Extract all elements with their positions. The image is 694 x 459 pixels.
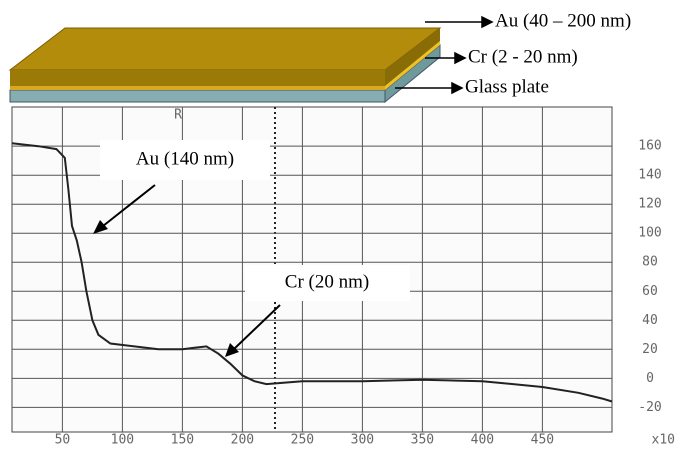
y-tick-label: 40 [642,313,658,328]
y-tick-label: 100 [638,226,661,241]
annotation-arrowhead [93,220,108,234]
profile-line [11,142,613,403]
x-tick-label: 250 [291,433,314,448]
annotation-arrowhead [225,343,239,357]
x-tick-label: 150 [171,433,194,448]
annotation: Au (140 nm) [136,148,234,169]
y-tick-label: 60 [642,284,658,299]
x-unit-label: x10 [652,433,675,448]
layer-arrows [395,15,494,95]
au-top [8,27,442,71]
au-side [385,28,440,86]
y-tick-label: 80 [642,255,658,270]
x-tick-label: 300 [351,433,374,448]
y-tick-label: 0 [646,371,654,386]
annotation: Cr (20 nm) [285,271,369,292]
x-tick-label: 400 [471,433,494,448]
cursor-label: R [174,108,182,123]
annotation-box [100,140,270,180]
au-front [10,70,385,86]
y-tick-label: 120 [638,197,661,212]
y-tick-label: 160 [638,139,661,154]
layer-label: Cr (2 - 20 nm) [468,46,578,67]
x-tick-label: 350 [411,433,434,448]
glass-front [9,89,386,103]
annotation-arrow [233,304,281,350]
y-tick-label: 20 [642,342,658,357]
annotation-arrow [102,184,156,227]
annotation-box [245,265,410,301]
y-tick-label: 140 [638,168,661,183]
y-tick-label: -20 [638,400,661,415]
x-tick-label: 200 [231,433,254,448]
x-tick-label: 50 [55,433,71,448]
cr-side [385,41,440,90]
layer-label: Au (40 – 200 nm) [495,10,631,31]
cr-front [10,86,385,90]
x-tick-label: 100 [111,433,134,448]
layer-label: Glass plate [465,76,549,97]
x-tick-label: 450 [531,433,554,448]
